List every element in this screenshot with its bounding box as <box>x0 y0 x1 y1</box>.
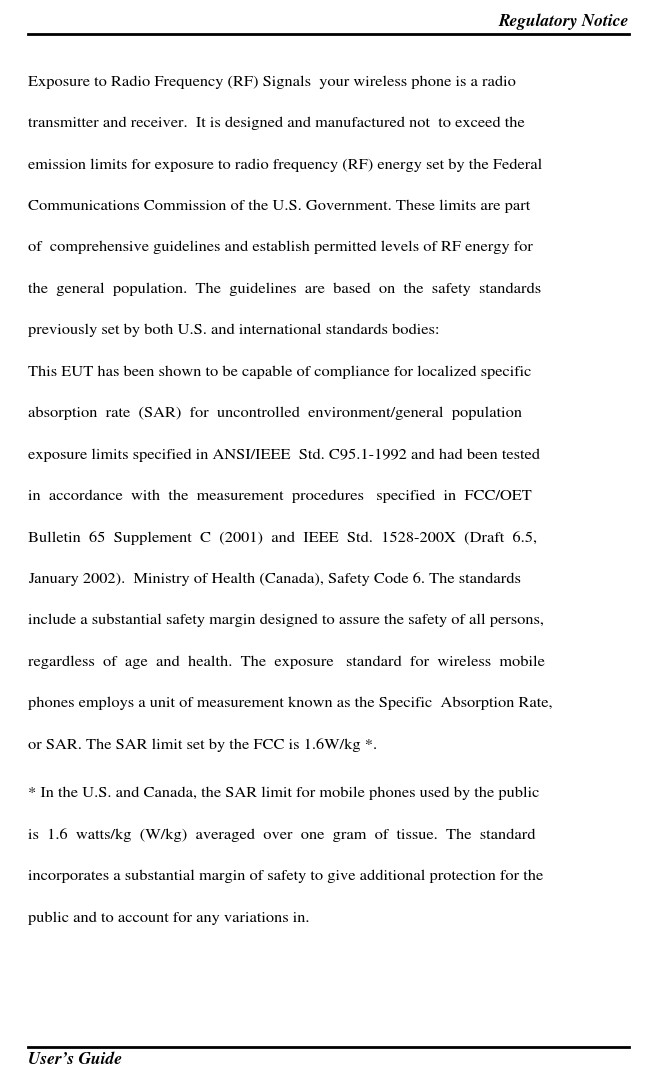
Text: Regulatory Notice: Regulatory Notice <box>498 14 629 30</box>
Text: Bulletin  65  Supplement  C  (2001)  and  IEEE  Std.  1528-200X  (Draft  6.5,: Bulletin 65 Supplement C (2001) and IEEE… <box>28 530 537 544</box>
Text: incorporates a substantial margin of safety to give additional protection for th: incorporates a substantial margin of saf… <box>28 869 544 883</box>
Text: or SAR. The SAR limit set by the FCC is 1.6W/kg *.: or SAR. The SAR limit set by the FCC is … <box>28 738 377 752</box>
Text: emission limits for exposure to radio frequency (RF) energy set by the Federal: emission limits for exposure to radio fr… <box>28 158 542 171</box>
Text: public and to account for any variations in.: public and to account for any variations… <box>28 911 310 924</box>
Text: January 2002).  Ministry of Health (Canada), Safety Code 6. The standards: January 2002). Ministry of Health (Canad… <box>28 572 521 586</box>
Text: in  accordance  with  the  measurement  procedures   specified  in  FCC/OET: in accordance with the measurement proce… <box>28 490 532 502</box>
Text: transmitter and receiver.  It is designed and manufactured not  to exceed the: transmitter and receiver. It is designed… <box>28 117 525 130</box>
Text: previously set by both U.S. and international standards bodies:: previously set by both U.S. and internat… <box>28 324 440 337</box>
Text: of  comprehensive guidelines and establish permitted levels of RF energy for: of comprehensive guidelines and establis… <box>28 241 533 254</box>
Text: Exposure to Radio Frequency (RF) Signals  your wireless phone is a radio: Exposure to Radio Frequency (RF) Signals… <box>28 75 516 88</box>
Text: This EUT has been shown to be capable of compliance for localized specific: This EUT has been shown to be capable of… <box>28 365 532 379</box>
Text: the  general  population.  The  guidelines  are  based  on  the  safety  standar: the general population. The guidelines a… <box>28 282 541 296</box>
Text: regardless  of  age  and  health.  The  exposure   standard  for  wireless  mobi: regardless of age and health. The exposu… <box>28 655 545 668</box>
Text: Communications Commission of the U.S. Government. These limits are part: Communications Commission of the U.S. Go… <box>28 199 531 213</box>
Text: absorption  rate  (SAR)  for  uncontrolled  environment/general  population: absorption rate (SAR) for uncontrolled e… <box>28 407 522 420</box>
Text: phones employs a unit of measurement known as the Specific  Absorption Rate,: phones employs a unit of measurement kno… <box>28 696 553 710</box>
Text: is  1.6  watts/kg  (W/kg)  averaged  over  one  gram  of  tissue.  The  standard: is 1.6 watts/kg (W/kg) averaged over one… <box>28 829 536 843</box>
Text: * In the U.S. and Canada, the SAR limit for mobile phones used by the public: * In the U.S. and Canada, the SAR limit … <box>28 787 540 801</box>
Text: exposure limits specified in ANSI/IEEE  Std. C95.1-1992 and had been tested: exposure limits specified in ANSI/IEEE S… <box>28 448 540 462</box>
Text: include a substantial safety margin designed to assure the safety of all persons: include a substantial safety margin desi… <box>28 613 544 627</box>
Text: User’s Guide: User’s Guide <box>28 1051 122 1067</box>
